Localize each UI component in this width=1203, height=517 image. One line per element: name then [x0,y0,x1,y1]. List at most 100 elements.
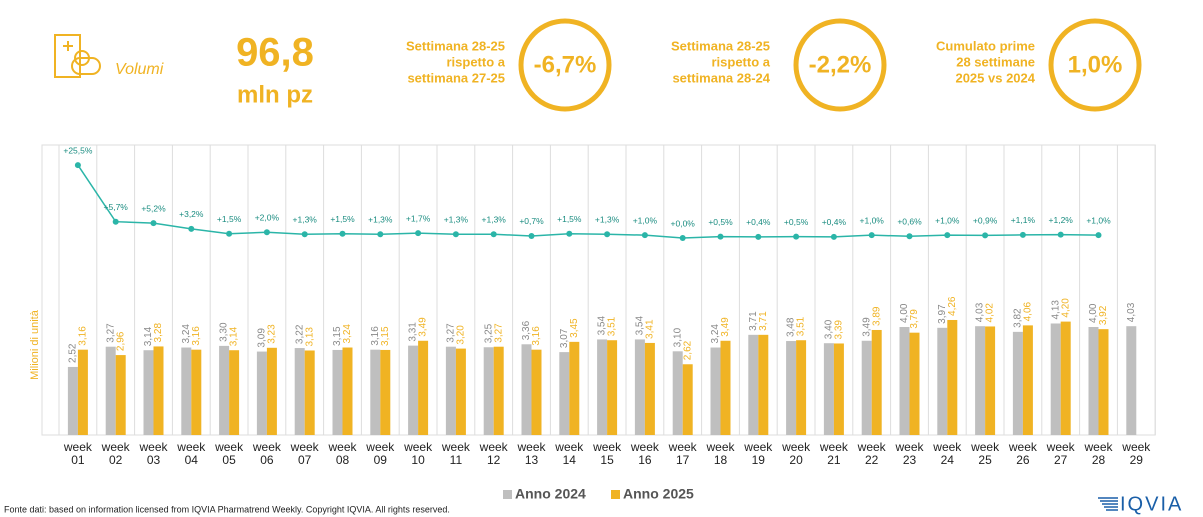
bar-label: 3,27 [446,323,457,343]
kpi-label: Settimana 28-25 [406,38,505,53]
bar [861,340,872,435]
growth-label: +1,0% [935,215,960,225]
growth-point [226,230,233,237]
growth-label: +1,2% [1049,215,1074,225]
bar-label: 3,27 [493,323,504,343]
growth-point [868,232,875,239]
bar [67,366,78,435]
bar-label: 3,24 [181,324,192,344]
growth-label: +1,5% [557,214,582,224]
bar [1022,325,1033,435]
bar [720,340,731,435]
growth-point [112,218,119,225]
growth-point [1019,231,1026,238]
bar-label: 3,92 [1098,305,1109,325]
growth-point [188,225,195,232]
bar [1098,329,1109,435]
bar-label: 3,49 [720,317,731,337]
x-tick-label: week 05 [215,440,244,467]
bar-label: 4,26 [947,296,958,316]
growth-point [490,231,497,238]
bar [77,349,88,435]
bar-label: 4,20 [1060,298,1071,318]
x-tick-label: week 12 [479,440,508,467]
growth-label: +5,2% [141,203,166,213]
growth-point [339,230,346,237]
growth-label: +5,7% [104,202,129,212]
legend-label: Anno 2025 [623,486,694,502]
bar [521,344,532,435]
x-tick-label: week 25 [971,440,1000,467]
growth-point [604,231,611,238]
bar-label: 4,00 [1088,303,1099,323]
bar-label: 3,49 [861,317,872,337]
x-tick-label: week 24 [933,440,962,467]
kpi-label: Settimana 28-25 [671,38,770,53]
bar [332,349,343,435]
bar [682,364,693,435]
growth-label: +25,5% [63,145,93,155]
bar [985,326,996,435]
bar-label: 3,51 [607,316,618,336]
bar [418,340,429,435]
bar-label: 3,09 [257,328,268,348]
logo: IQVIA [1098,493,1181,515]
bar-label: 3,28 [153,323,164,343]
growth-label: +2,0% [255,213,280,223]
x-tick-label: week 27 [1046,440,1075,467]
bar-label: 4,00 [899,303,910,323]
growth-label: +0,5% [708,217,733,227]
legend-swatch [503,490,512,499]
bar [1012,331,1023,435]
growth-label: +1,0% [1086,215,1111,225]
icon [54,34,101,78]
bar-label: 3,51 [796,316,807,336]
bar [786,341,797,435]
bar-label: 3,54 [597,316,608,336]
growth-point [528,232,535,239]
x-tick-label: week 16 [630,440,659,467]
bar-label: 3,79 [909,309,920,329]
x-tick-label: week 15 [593,440,622,467]
bar-label: 3,20 [456,325,467,345]
bar [1126,326,1137,435]
bar [294,348,305,435]
volume-value: 96,8 [236,31,314,75]
growth-point [377,231,384,238]
growth-point [906,233,913,240]
growth-label: +0,7% [519,216,544,226]
bar [644,342,655,435]
bar-label: 3,30 [219,322,230,342]
bar [909,332,920,435]
growth-point [150,220,157,227]
y-axis-label: Milioni di unità [29,309,41,380]
bar [531,349,542,435]
growth-point [944,232,951,239]
bar-label: 3,15 [380,326,391,346]
bar [1060,321,1071,435]
growth-label: +1,0% [860,215,885,225]
growth-label: +1,3% [444,215,469,225]
bar-label: 2,96 [115,331,126,351]
bar [947,319,958,435]
bar-label: 3,24 [710,324,721,344]
bar-label: 3,07 [559,328,570,348]
x-tick-label: week 13 [517,440,546,467]
x-tick-label: week 26 [1008,440,1037,467]
growth-label: +1,0% [633,215,658,225]
bar [634,339,645,435]
growth-label: +0,0% [671,218,696,228]
kpi-label: rispetto a [446,54,505,69]
bar-label: 3,16 [370,326,381,346]
bar [229,350,240,435]
bar-label: 3,31 [408,322,419,342]
bar [597,339,608,435]
growth-point [717,233,724,240]
bar-label: 3,16 [531,326,542,346]
x-tick-label: week 23 [895,440,924,467]
growth-point [301,231,308,238]
x-tick-label: week 04 [177,440,206,467]
growth-point [263,229,270,236]
bar-label: 3,82 [1013,308,1024,328]
growth-label: +0,4% [822,217,847,227]
